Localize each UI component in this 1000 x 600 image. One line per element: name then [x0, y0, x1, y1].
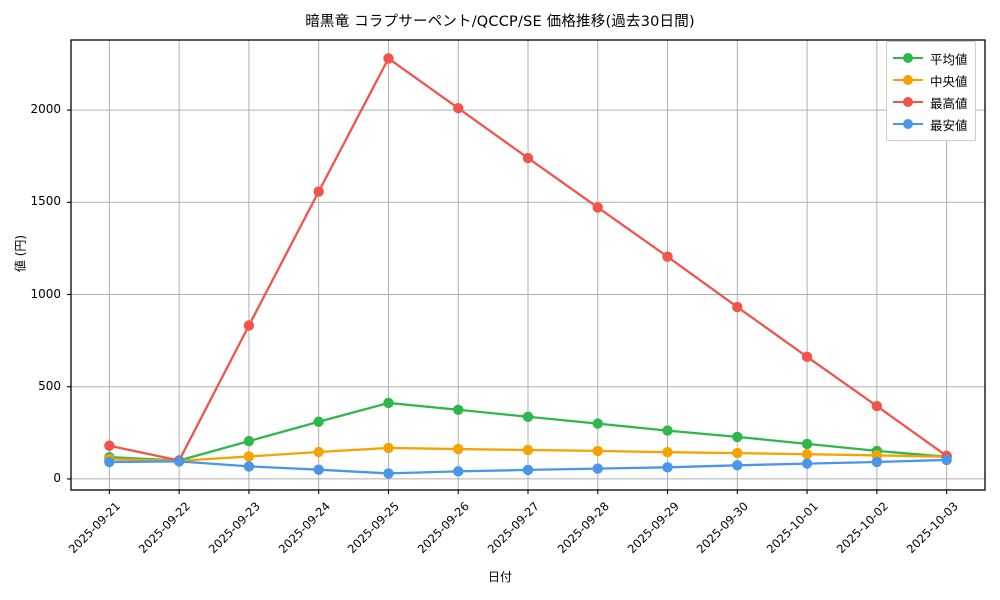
y-tick-label: 1000: [30, 286, 61, 301]
y-tick-label: 2000: [30, 102, 61, 117]
legend-label: 平均値: [930, 51, 968, 67]
legend-label: 最高値: [930, 95, 968, 111]
legend-marker-icon: [893, 95, 923, 109]
chart-legend: 平均値中央値最高値最安値: [886, 41, 976, 141]
legend-marker-icon: [893, 73, 923, 87]
legend-label: 最安値: [930, 117, 968, 133]
x-axis-label: 日付: [487, 570, 512, 584]
legend-label: 中央値: [930, 73, 968, 89]
y-tick-label: 1500: [30, 194, 61, 209]
legend-marker-icon: [893, 117, 923, 131]
y-tick-label: 500: [38, 378, 61, 393]
chart-title: 暗黒竜 コラプサーペント/QCCP/SE 価格推移(過去30日間): [305, 14, 695, 30]
legend-item-1[interactable]: 平均値: [893, 47, 968, 69]
legend-marker-icon: [893, 51, 923, 65]
y-tick-label: 0: [53, 470, 61, 485]
legend-item-3[interactable]: 最高値: [893, 91, 968, 113]
legend-item-4[interactable]: 最安値: [893, 113, 968, 135]
legend-item-2[interactable]: 中央値: [893, 69, 968, 91]
